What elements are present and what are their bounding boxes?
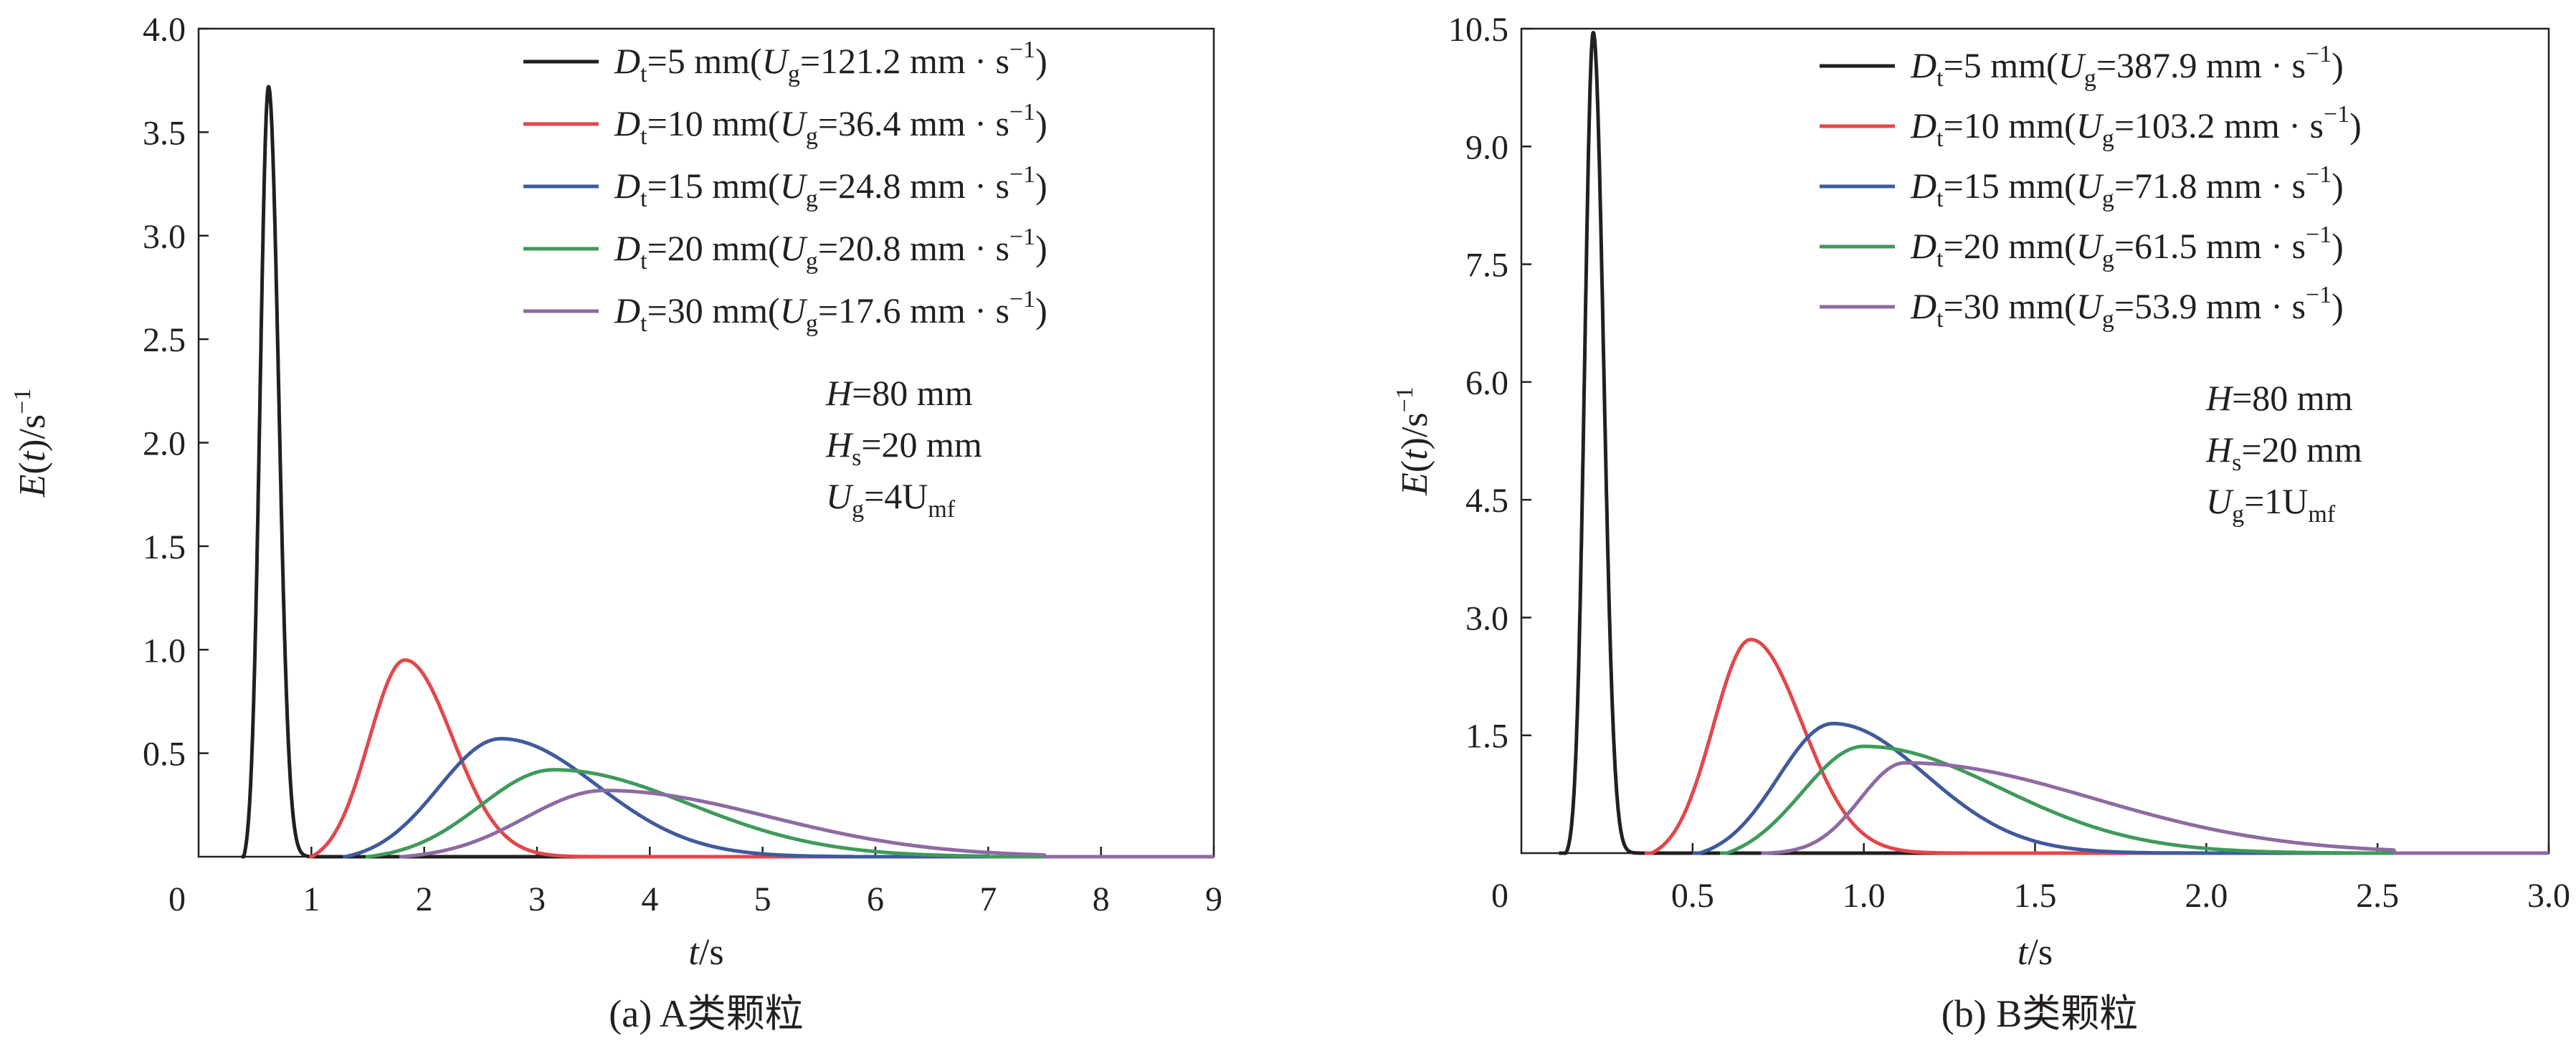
panel-b: 1.5 3.0 4.5 6.0 7.5 9.0 10.5 0.5 1.0 1.5 2.0 2.5 3.0… (1392, 11, 2570, 1035)
x-tick-label: 2.0 (2185, 877, 2228, 915)
x-tick-label: 3 (528, 880, 546, 918)
y-tick-label: 7.5 (1465, 247, 1508, 285)
panel-a: 0.5 1.0 1.5 2.0 2.5 3.0 3.5 4.0 1 2 3 4 5 6 7 8 9 0 t/s E(t… (9, 11, 1222, 1035)
x-tick-label: 6 (867, 880, 884, 918)
legend-entry: Dt=30 mm(Ug=17.6 mm · s−1) (614, 286, 1047, 337)
x-tick-label: 2.5 (2356, 877, 2399, 915)
series-line-1 (239, 85, 1214, 859)
annotation: Hs=20 mm (825, 424, 982, 471)
annotation: H=80 mm (2205, 378, 2353, 418)
x-tick-label: 8 (1093, 880, 1110, 918)
legend-entry: Dt=20 mm(Ug=61.5 mm · s−1) (1910, 222, 2344, 272)
series-line-3 (342, 736, 1214, 859)
series-line-4 (1719, 744, 2549, 855)
panel-caption: (a) A类颗粒 (609, 992, 803, 1035)
y-tick-label: 1.5 (143, 528, 186, 566)
legend-entry: Dt=5 mm(Ug=121.2 mm · s−1) (614, 37, 1047, 87)
x-tick-label: 1 (303, 880, 320, 918)
legend-entry: Dt=15 mm(Ug=71.8 mm · s−1) (1910, 161, 2344, 212)
origin-label: 0 (1491, 877, 1508, 915)
series-line-4 (365, 768, 1214, 859)
legend-entry: Dt=30 mm(Ug=53.9 mm · s−1) (1910, 282, 2344, 333)
y-axis-label: E(t)/s−1 (9, 389, 53, 498)
x-tick-label: 0.5 (1671, 877, 1714, 915)
x-tick-label: 3.0 (2527, 877, 2570, 915)
x-axis-label: t/s (688, 932, 723, 973)
series-line-2 (1643, 637, 2549, 855)
x-tick-label: 1.5 (2014, 877, 2057, 915)
y-axis-label: E(t)/s−1 (1392, 386, 1435, 496)
annotation: Ug=4Umf (826, 476, 956, 523)
y-tick-label: 1.0 (143, 632, 186, 670)
series-line-5 (399, 789, 1214, 859)
panel-caption: (b) B类颗粒 (1941, 992, 2138, 1035)
y-tick-label: 2.0 (143, 425, 186, 463)
y-tick-label: 3.0 (1465, 599, 1508, 637)
y-tick-label: 4.0 (143, 11, 186, 49)
y-tick-label: 1.5 (1465, 718, 1508, 756)
x-axis-label: t/s (2017, 932, 2053, 973)
series-line-3 (1691, 721, 2549, 855)
legend-entry: Dt=10 mm(Ug=36.4 mm · s−1) (614, 99, 1047, 150)
x-tick-label: 2 (416, 880, 433, 918)
y-tick-label: 6.0 (1465, 364, 1508, 402)
x-tick-label: 5 (754, 880, 771, 918)
legend-entry: Dt=20 mm(Ug=20.8 mm · s−1) (614, 224, 1047, 275)
x-tick-label: 4 (641, 880, 658, 918)
x-tick-label: 7 (979, 880, 997, 918)
series-line-5 (1760, 761, 2549, 855)
series-line-2 (308, 658, 1214, 859)
annotation: Ug=1Umf (2206, 481, 2336, 528)
x-tick-label: 1.0 (1843, 877, 1886, 915)
y-tick-label: 10.5 (1448, 11, 1508, 49)
annotation: H=80 mm (825, 373, 973, 413)
y-tick-label: 2.5 (143, 321, 186, 359)
legend-entry: Dt=10 mm(Ug=103.2 mm · s−1) (1910, 101, 2362, 152)
annotation: Hs=20 mm (2205, 429, 2362, 476)
y-tick-label: 3.5 (143, 114, 186, 152)
y-tick-label: 0.5 (143, 736, 186, 774)
x-tick-label: 9 (1205, 880, 1222, 918)
legend-entry: Dt=5 mm(Ug=387.9 mm · s−1) (1910, 41, 2344, 92)
y-tick-label: 3.0 (143, 218, 186, 256)
origin-label: 0 (168, 880, 186, 918)
y-tick-label: 9.0 (1465, 128, 1508, 166)
y-tick-label: 4.5 (1465, 482, 1508, 520)
legend-entry: Dt=15 mm(Ug=24.8 mm · s−1) (614, 161, 1047, 212)
